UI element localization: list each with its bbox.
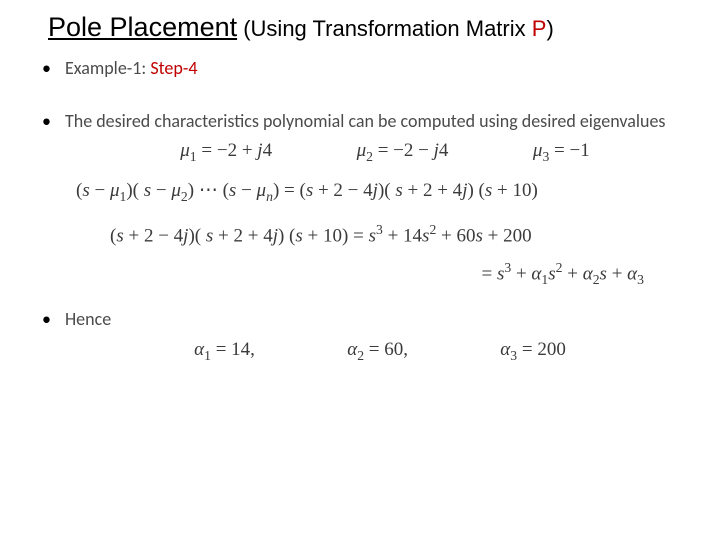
hence-text: Hence	[65, 308, 111, 330]
slide-title: Pole Placement (Using Transformation Mat…	[28, 12, 692, 43]
desc-text: The desired characteristics polynomial c…	[65, 110, 685, 133]
equation-1: (s − μ1)( s − μ2) ⋯ (s − μn) = (s + 2 − …	[28, 179, 692, 205]
step-label: Step-4	[150, 57, 197, 79]
equation-2: (s + 2 − 4j)( s + 2 + 4j) (s + 10) = s3 …	[28, 222, 692, 247]
mu1: μ1 = −2 + j4	[180, 140, 272, 165]
eigenvalue-row: μ1 = −2 + j4 μ2 = −2 − j4 μ3 = −1	[28, 134, 692, 165]
example-row: • Example-1: Step-4	[28, 57, 692, 80]
bullet-icon: •	[42, 308, 51, 331]
desc-row: • The desired characteristics polynomial…	[28, 110, 692, 133]
title-main: Pole Placement	[48, 12, 237, 42]
mu2: μ2 = −2 − j4	[357, 140, 449, 165]
title-sub-suffix: )	[546, 16, 553, 41]
equation-3: = s3 + α1s2 + α2s + α3	[28, 260, 692, 288]
alpha3: α3 = 200	[500, 339, 566, 364]
bullet-icon: •	[42, 57, 51, 80]
alpha2: α2 = 60,	[347, 339, 408, 364]
alpha1: α1 = 14,	[194, 339, 255, 364]
alpha-row: α1 = 14, α2 = 60, α3 = 200	[28, 331, 692, 364]
title-sub-prefix: (Using Transformation Matrix	[237, 16, 532, 41]
example-colon: :	[141, 57, 150, 79]
title-sub-red: P	[532, 16, 547, 41]
example-label: Example-1	[65, 57, 141, 79]
hence-row: • Hence	[28, 308, 692, 331]
bullet-icon: •	[42, 110, 51, 133]
mu3: μ3 = −1	[533, 140, 590, 165]
